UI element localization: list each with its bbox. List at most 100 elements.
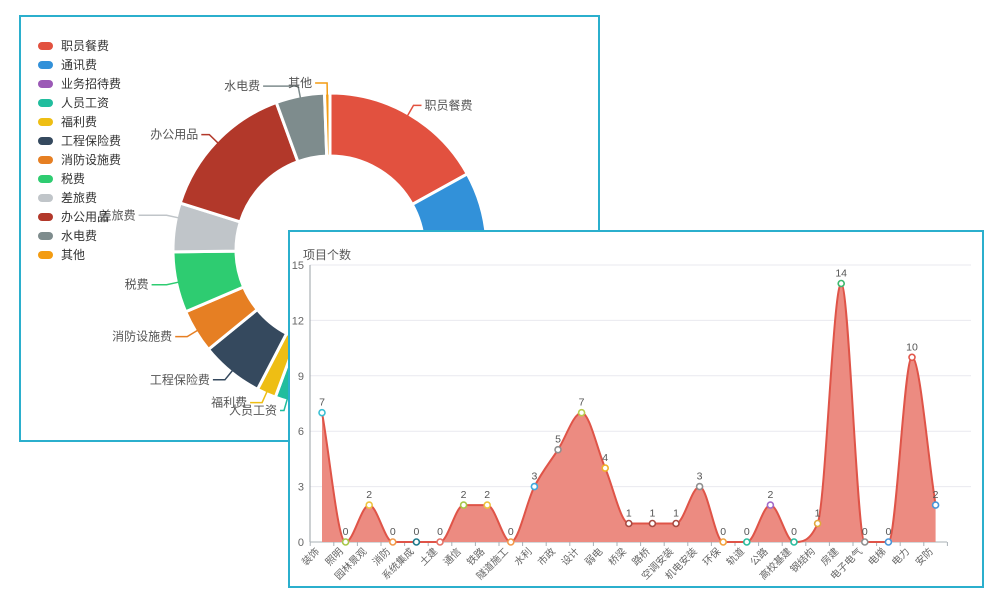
legend-label: 其他 <box>61 248 86 262</box>
value-label: 2 <box>484 489 490 501</box>
legend-label: 业务招待费 <box>61 77 122 91</box>
value-label: 2 <box>933 489 939 501</box>
value-label: 4 <box>602 452 608 464</box>
donut-label-消防设施费: 消防设施费 <box>112 329 172 344</box>
data-point-安防[interactable] <box>931 501 940 509</box>
legend-item-办公用品[interactable]: 办公用品 <box>38 211 121 223</box>
donut-segment-办公用品[interactable] <box>178 101 300 224</box>
value-label: 0 <box>720 526 726 538</box>
legend-label: 消防设施费 <box>61 153 122 167</box>
donut-segment-其他[interactable] <box>323 91 332 158</box>
x-tick-label-水利: 水利 <box>512 546 535 569</box>
data-point-照明[interactable] <box>341 538 350 546</box>
x-tick-label-弱电: 弱电 <box>582 545 605 568</box>
value-label: 2 <box>461 489 467 501</box>
donut-label-人员工资: 人员工资 <box>229 404 277 418</box>
value-label: 1 <box>673 508 679 520</box>
data-point-电梯[interactable] <box>884 538 893 546</box>
donut-label-line <box>138 214 179 219</box>
legend-item-税费[interactable]: 税费 <box>38 173 121 185</box>
data-point-弱电[interactable] <box>601 464 610 472</box>
data-point-电子电气[interactable] <box>860 538 869 546</box>
donut-label-其他: 其他 <box>288 76 312 90</box>
legend-label: 税费 <box>61 172 86 186</box>
legend-label: 差旅费 <box>61 191 98 205</box>
data-point-市政[interactable] <box>554 445 562 454</box>
project-count-panel: 项目个数 0 3 6 9 12 15 7 装饰 0 照明 2 园林景观 0 消防 0 系统集成 0 土建 2 通信 2 铁… <box>288 230 984 588</box>
donut-label-line <box>250 391 268 404</box>
value-label: 1 <box>626 508 632 520</box>
legend-item-工程保险费[interactable]: 工程保险费 <box>38 135 121 147</box>
donut-label-line <box>315 82 329 96</box>
donut-label-line <box>280 398 289 412</box>
data-point-消防[interactable] <box>389 538 397 546</box>
value-label: 1 <box>815 508 821 520</box>
legend-label: 水电费 <box>61 229 98 243</box>
data-point-园林景观[interactable] <box>365 501 373 509</box>
value-label: 0 <box>343 526 349 538</box>
data-point-通信[interactable] <box>459 501 468 509</box>
data-point-铁路[interactable] <box>483 501 491 509</box>
data-point-系统集成[interactable] <box>412 538 421 546</box>
legend-swatch-icon <box>38 175 53 183</box>
legend-swatch-icon <box>38 42 53 50</box>
data-point-钢结构[interactable] <box>813 519 822 528</box>
value-label: 10 <box>906 341 918 353</box>
x-tick-label-环保: 环保 <box>700 545 723 568</box>
donut-label-税费: 税费 <box>125 278 149 292</box>
data-point-水利[interactable] <box>530 482 539 491</box>
data-point-轨道[interactable] <box>742 538 751 546</box>
data-point-房建[interactable] <box>837 279 846 288</box>
legend-swatch-icon <box>38 118 53 126</box>
data-point-路桥[interactable] <box>648 519 657 528</box>
legend-item-业务招待费[interactable]: 业务招待费 <box>38 78 121 90</box>
legend-item-其他[interactable]: 其他 <box>38 249 121 261</box>
legend-swatch-icon <box>38 232 53 240</box>
legend-swatch-icon <box>38 99 53 107</box>
data-point-装饰[interactable] <box>318 408 326 417</box>
legend-item-消防设施费[interactable]: 消防设施费 <box>38 154 121 166</box>
data-point-电力[interactable] <box>908 353 916 362</box>
x-tick-label-钢结构: 钢结构 <box>787 545 817 575</box>
legend-label: 职员餐费 <box>61 39 110 53</box>
value-label: 0 <box>413 526 419 538</box>
x-tick-label-通信: 通信 <box>441 546 464 569</box>
y-tick-label: 9 <box>298 371 304 383</box>
y-tick-label: 12 <box>292 315 304 327</box>
legend-label: 福利费 <box>61 115 98 129</box>
data-point-设计[interactable] <box>577 408 586 417</box>
value-label: 0 <box>437 526 443 538</box>
legend-item-通讯费[interactable]: 通讯费 <box>38 59 121 71</box>
data-point-高校基建[interactable] <box>790 538 798 546</box>
x-tick-label-电力: 电力 <box>889 545 912 568</box>
legend: 职员餐费通讯费业务招待费人员工资福利费工程保险费消防设施费税费差旅费办公用品水电… <box>38 40 121 261</box>
legend-item-职员餐费[interactable]: 职员餐费 <box>38 40 121 52</box>
value-label: 0 <box>862 526 868 538</box>
data-point-隧道施工[interactable] <box>507 538 515 546</box>
legend-item-水电费[interactable]: 水电费 <box>38 230 121 242</box>
value-label: 14 <box>835 268 847 280</box>
value-label: 0 <box>885 526 891 538</box>
data-point-土建[interactable] <box>436 538 444 546</box>
donut-label-职员餐费: 职员餐费 <box>425 97 473 112</box>
x-tick-label-桥梁: 桥梁 <box>606 545 629 568</box>
donut-label-line <box>151 281 179 286</box>
y-tick-label: 3 <box>298 482 304 494</box>
data-point-空调安装[interactable] <box>672 519 680 528</box>
value-label: 7 <box>579 397 585 409</box>
legend-item-福利费[interactable]: 福利费 <box>38 116 121 128</box>
x-tick-label-轨道: 轨道 <box>724 545 747 568</box>
legend-item-差旅费[interactable]: 差旅费 <box>38 192 121 204</box>
legend-item-人员工资[interactable]: 人员工资 <box>38 97 121 109</box>
data-point-公路[interactable] <box>766 501 775 509</box>
x-tick-label-土建: 土建 <box>417 545 440 568</box>
data-point-机电安装[interactable] <box>695 482 704 491</box>
y-tick-label: 0 <box>298 537 304 549</box>
data-point-环保[interactable] <box>719 538 728 546</box>
legend-swatch-icon <box>38 194 53 202</box>
data-point-桥梁[interactable] <box>624 519 633 528</box>
legend-swatch-icon <box>38 137 53 145</box>
donut-label-line <box>175 329 198 338</box>
donut-label-福利费: 福利费 <box>211 395 247 410</box>
donut-label-line <box>406 104 422 117</box>
